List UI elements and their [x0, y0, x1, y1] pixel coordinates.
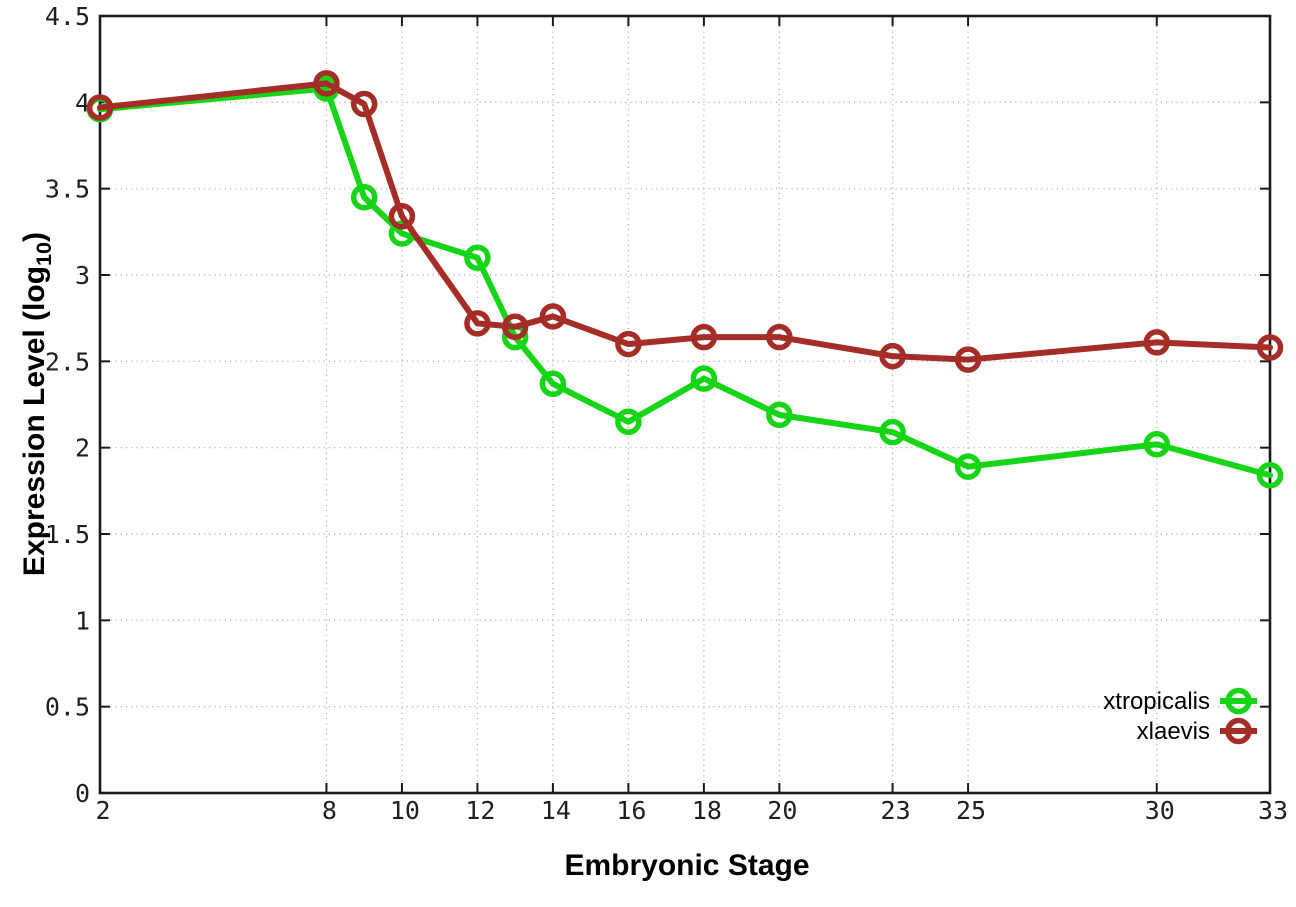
data-point-marker	[313, 70, 340, 97]
legend-item-xlaevis: xlaevis	[1137, 717, 1257, 745]
x-tick-label: 20	[767, 796, 797, 825]
data-point-marker	[690, 323, 718, 351]
data-point-marker	[954, 346, 982, 373]
y-tick-label: 0.5	[45, 693, 90, 722]
y-tick-label: 2	[75, 434, 90, 463]
y-tick-label: 4.5	[45, 2, 90, 31]
data-point-marker	[690, 365, 718, 392]
x-tick-label: 30	[1145, 796, 1175, 825]
x-tick-label: 12	[465, 796, 495, 825]
legend-item-xtropicalis: xtropicalis	[1103, 687, 1257, 715]
data-point-marker	[879, 418, 906, 446]
data-point-marker	[350, 184, 378, 211]
x-tick-label: 23	[881, 796, 911, 825]
x-tick-label: 2	[95, 796, 110, 825]
legend-marker-sample	[1225, 687, 1252, 715]
x-tick-label: 33	[1258, 796, 1288, 825]
y-axis-title-subscript: 10	[31, 241, 56, 266]
data-point-marker	[879, 342, 906, 370]
y-tick-label: 4	[75, 88, 90, 117]
legend-label: xlaevis	[1137, 718, 1210, 745]
data-point-marker	[350, 90, 378, 118]
y-tick-label: 0	[75, 779, 90, 808]
data-point-marker	[464, 244, 491, 271]
data-point-marker	[1143, 430, 1171, 458]
x-tick-label: 18	[692, 796, 722, 825]
y-tick-label: 2.5	[45, 347, 90, 376]
y-axis-title-text: Expression Level (log	[18, 265, 51, 577]
y-tick-label: 1.5	[45, 520, 90, 549]
data-point-marker	[615, 408, 642, 436]
data-point-marker	[501, 313, 529, 341]
y-tick-label: 1	[75, 606, 90, 635]
y-axis-title: Expression Level (log10)	[18, 84, 58, 724]
y-tick-labels: 0 0.5 1 1.5 2 2.5 3 3.5 4 4.5	[45, 2, 90, 808]
data-point-marker	[1256, 334, 1284, 361]
data-point-marker	[1143, 329, 1171, 356]
y-tick-label: 3	[75, 261, 90, 290]
legend-label: xtropicalis	[1103, 688, 1210, 715]
series-xlaevis	[86, 70, 1284, 373]
x-tick-label: 16	[616, 796, 646, 825]
x-tick-label: 14	[541, 796, 571, 825]
x-tick-labels: 2 8 10 12 14 16 18 20 23 25 30 33	[95, 796, 1288, 825]
grid-lines	[99, 15, 1271, 794]
x-tick-label: 10	[390, 796, 420, 825]
x-tick-label: 25	[956, 796, 986, 825]
data-point-marker	[388, 203, 416, 230]
data-point-marker	[539, 303, 567, 330]
data-point-marker	[1256, 462, 1284, 489]
data-point-marker	[464, 310, 491, 337]
series-line-xtropicalis	[97, 85, 1273, 479]
x-axis-title: Embryonic Stage	[564, 849, 810, 882]
data-point-marker	[766, 401, 793, 429]
legend: xtropicalis xlaevis	[1103, 687, 1257, 745]
y-tick-label: 3.5	[45, 175, 90, 204]
data-point-marker	[539, 370, 567, 398]
data-point-marker	[766, 323, 793, 351]
data-point-marker	[954, 453, 982, 480]
legend-marker-sample	[1225, 717, 1252, 745]
y-axis-title-suffix: )	[18, 231, 51, 242]
data-point-marker	[615, 330, 642, 358]
series-line-xlaevis	[97, 80, 1273, 363]
x-tick-label: 8	[322, 796, 337, 825]
plot-border	[98, 14, 1272, 795]
data-point-marker	[86, 94, 114, 121]
series-xtropicalis	[86, 75, 1284, 489]
axis-ticks	[99, 15, 1271, 794]
